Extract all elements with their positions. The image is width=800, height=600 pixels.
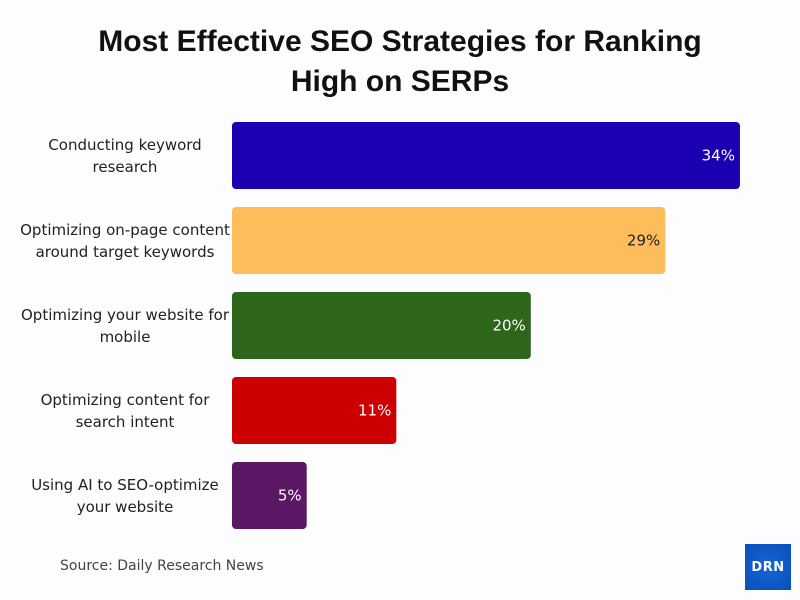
category-label: Using AI to SEO-optimize your website [31,475,219,516]
data-label: 5% [278,487,302,505]
category-label: Optimizing on-page content around target… [20,220,230,261]
source-note: Source: Daily Research News [60,558,264,574]
bar [232,292,531,359]
data-label: 11% [358,402,391,420]
category-label: Conducting keyword research [48,135,202,176]
data-label: 29% [627,232,660,250]
bar [232,462,307,529]
drn-logo: DRN [745,544,791,590]
category-label: Optimizing content for search intent [40,390,210,431]
bar [232,207,666,274]
data-label: 20% [492,317,525,335]
bar [232,377,397,444]
bar [232,122,740,189]
category-label: Optimizing your website for mobile [21,305,229,346]
data-label: 34% [702,147,735,165]
chart-title: Most Effective SEO Strategies for Rankin… [98,25,702,98]
